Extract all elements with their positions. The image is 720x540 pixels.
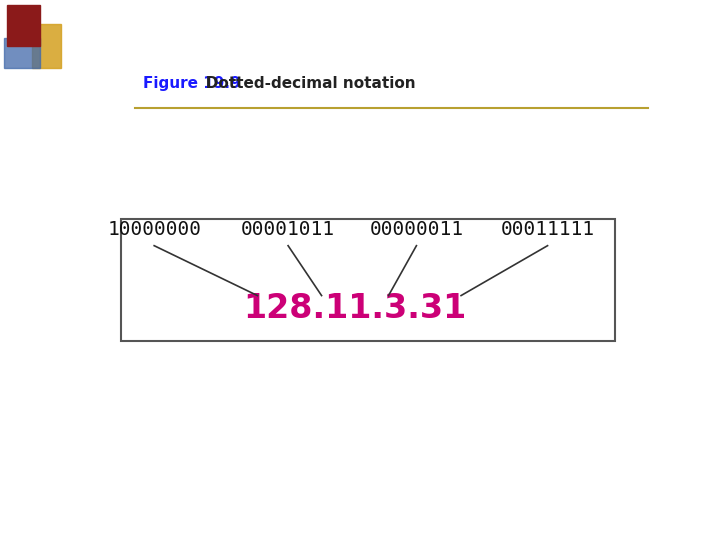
Text: 10000000: 10000000 [107,220,201,239]
Text: Figure 19.9: Figure 19.9 [143,76,240,91]
Bar [121,219,615,341]
Text: 00000011: 00000011 [369,220,464,239]
Text: Dotted-decimal notation: Dotted-decimal notation [190,76,416,91]
Text: 128.11.3.31: 128.11.3.31 [243,292,467,325]
Text: 00011111: 00011111 [500,220,595,239]
Text: 00001011: 00001011 [241,220,335,239]
